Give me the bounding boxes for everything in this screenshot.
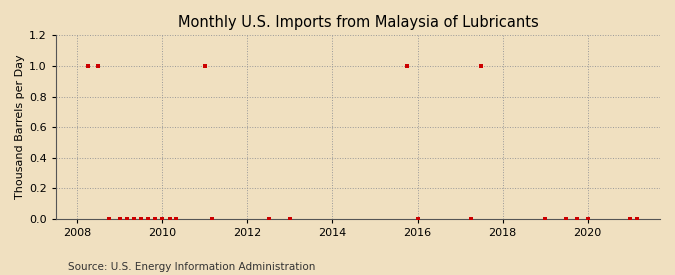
Point xyxy=(128,217,139,221)
Point xyxy=(583,217,593,221)
Point xyxy=(114,217,125,221)
Point xyxy=(572,217,583,221)
Point xyxy=(632,217,643,221)
Point xyxy=(82,64,93,68)
Point xyxy=(164,217,175,221)
Point xyxy=(171,217,182,221)
Y-axis label: Thousand Barrels per Day: Thousand Barrels per Day xyxy=(15,55,25,199)
Point xyxy=(625,217,636,221)
Point xyxy=(540,217,551,221)
Title: Monthly U.S. Imports from Malaysia of Lubricants: Monthly U.S. Imports from Malaysia of Lu… xyxy=(178,15,539,30)
Point xyxy=(402,64,412,68)
Point xyxy=(263,217,274,221)
Text: Source: U.S. Energy Information Administration: Source: U.S. Energy Information Administ… xyxy=(68,262,315,272)
Point xyxy=(136,217,146,221)
Point xyxy=(465,217,476,221)
Point xyxy=(561,217,572,221)
Point xyxy=(157,217,167,221)
Point xyxy=(476,64,487,68)
Point xyxy=(412,217,423,221)
Point xyxy=(122,217,132,221)
Point xyxy=(93,64,104,68)
Point xyxy=(207,217,217,221)
Point xyxy=(104,217,115,221)
Point xyxy=(143,217,154,221)
Point xyxy=(284,217,295,221)
Point xyxy=(199,64,210,68)
Point xyxy=(150,217,161,221)
